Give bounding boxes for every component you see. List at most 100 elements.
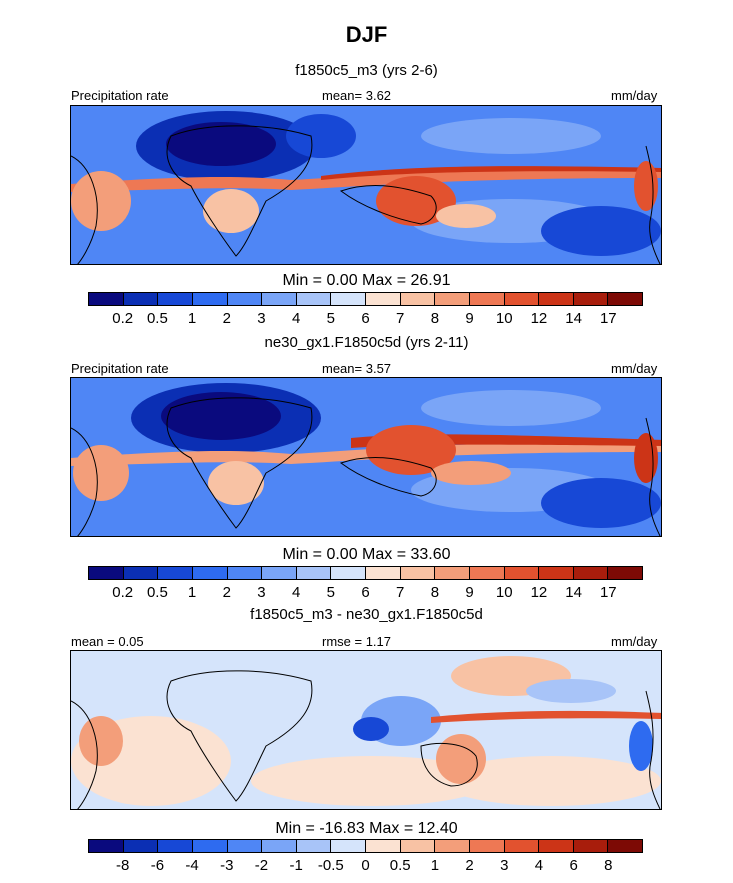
- panel3-minmax: Min = -16.83 Max = 12.40: [275, 820, 458, 837]
- colorbar-tick-label: 9: [465, 310, 474, 327]
- colorbar-swatch: [89, 567, 124, 579]
- colorbar-tick-label: -6: [150, 857, 165, 874]
- colorbar-tick-label: 4: [291, 310, 301, 327]
- colorbar-tick-label: 3: [257, 310, 266, 327]
- panel1-map: [70, 105, 662, 265]
- colorbar-tick-label: 0.5: [146, 584, 168, 601]
- colorbar-swatch: [504, 293, 540, 305]
- colorbar-swatch: [331, 567, 366, 579]
- colorbar-swatch: [539, 840, 574, 852]
- colorbar-swatch: [158, 293, 193, 305]
- colorbar-tick-label: 0: [361, 857, 370, 874]
- panel1-left-label: Precipitation rate: [71, 88, 169, 103]
- colorbar-swatch: [227, 840, 263, 852]
- colorbar-swatch: [123, 567, 159, 579]
- panel1-colorbar: [88, 292, 643, 306]
- colorbar-swatch: [573, 840, 609, 852]
- colorbar-swatch: [504, 567, 540, 579]
- colorbar-swatch: [469, 293, 505, 305]
- colorbar-swatch: [608, 293, 642, 305]
- colorbar-swatch: [435, 567, 470, 579]
- colorbar-swatch: [608, 567, 642, 579]
- panel3-subtitle: f1850c5_m3 - ne30_gx1.F1850c5d: [250, 606, 483, 623]
- panel2-subtitle: ne30_gx1.F1850c5d (yrs 2-11): [264, 334, 469, 351]
- colorbar-tick-label: 5: [326, 310, 335, 327]
- panel2-map-plot: [71, 378, 661, 536]
- colorbar-swatch: [366, 567, 401, 579]
- panel3-units-label: mm/day: [611, 634, 658, 649]
- figure-title: DJF: [345, 22, 388, 47]
- colorbar-tick-label: 2: [465, 857, 474, 874]
- colorbar-tick-label: -2: [254, 857, 269, 874]
- colorbar-swatch: [262, 293, 297, 305]
- colorbar-swatch: [296, 293, 332, 305]
- colorbar-tick-label: 12: [530, 584, 548, 601]
- colorbar-swatch: [366, 840, 401, 852]
- colorbar-swatch: [504, 840, 540, 852]
- colorbar-tick-label: 7: [396, 310, 405, 327]
- colorbar-swatch: [192, 567, 228, 579]
- colorbar-tick-label: 9: [465, 584, 474, 601]
- colorbar-tick-label: 12: [530, 310, 548, 327]
- colorbar-tick-label: 8: [604, 857, 613, 874]
- colorbar-tick-label: 17: [599, 584, 617, 601]
- panel2-colorbar-ticks: 0.2 0.5 1 2 3 4 5 6 7 8 9 10 12 14 17: [88, 584, 643, 602]
- colorbar-swatch: [158, 840, 193, 852]
- colorbar-swatch: [89, 293, 124, 305]
- colorbar-tick-label: 5: [326, 584, 335, 601]
- panel3-colorbar: [88, 839, 643, 853]
- colorbar-swatch: [400, 840, 436, 852]
- colorbar-swatch: [366, 293, 401, 305]
- colorbar-swatch: [539, 293, 574, 305]
- colorbar-swatch: [573, 293, 609, 305]
- colorbar-swatch: [469, 567, 505, 579]
- colorbar-swatch: [469, 840, 505, 852]
- panel1-mean-label: mean= 3.62: [322, 88, 392, 103]
- colorbar-swatch: [331, 293, 366, 305]
- colorbar-swatch: [123, 840, 159, 852]
- colorbar-swatch: [227, 567, 263, 579]
- colorbar-swatch: [573, 567, 609, 579]
- colorbar-tick-label: 3: [257, 584, 266, 601]
- colorbar-swatch: [89, 840, 124, 852]
- panel1-subtitle: f1850c5_m3 (yrs 2-6): [295, 62, 438, 79]
- colorbar-tick-label: 7: [396, 584, 405, 601]
- colorbar-tick-label: 0.2: [112, 310, 134, 327]
- panel1-map-plot: [71, 106, 661, 264]
- panel2-minmax: Min = 0.00 Max = 33.60: [282, 546, 451, 563]
- panel3-map: [70, 650, 662, 810]
- panel2-colorbar: [88, 566, 643, 580]
- colorbar-swatch: [227, 293, 263, 305]
- panel3-colorbar-ticks: -8 -6 -4 -3 -2 -1 -0.5 0 0.5 1 2 3 4 6 8: [88, 857, 643, 875]
- colorbar-swatch: [123, 293, 159, 305]
- colorbar-swatch: [435, 293, 470, 305]
- colorbar-tick-label: -8: [116, 857, 130, 874]
- colorbar-swatch: [296, 567, 332, 579]
- colorbar-tick-label: -0.5: [317, 857, 344, 874]
- colorbar-tick-label: 1: [187, 310, 197, 327]
- colorbar-swatch: [331, 840, 366, 852]
- colorbar-swatch: [539, 567, 574, 579]
- colorbar-tick-label: 0.5: [389, 857, 411, 874]
- colorbar-swatch: [400, 567, 436, 579]
- colorbar-swatch: [158, 567, 193, 579]
- colorbar-tick-label: 8: [430, 310, 440, 327]
- panel3-map-plot: [71, 651, 661, 809]
- colorbar-tick-label: 10: [495, 310, 513, 327]
- colorbar-tick-label: 1: [430, 857, 440, 874]
- colorbar-swatch: [262, 567, 297, 579]
- panel1-minmax: Min = 0.00 Max = 26.91: [282, 272, 451, 289]
- colorbar-tick-label: 8: [430, 584, 440, 601]
- panel1-colorbar-ticks: 0.2 0.5 1 2 3 4 5 6 7 8 9 10 12 14 17: [88, 310, 643, 328]
- colorbar-swatch: [435, 840, 470, 852]
- panel3-mean-label: mean = 0.05: [71, 634, 144, 649]
- colorbar-tick-label: -4: [185, 857, 199, 874]
- colorbar-swatch: [296, 840, 332, 852]
- colorbar-tick-label: 14: [565, 310, 582, 327]
- colorbar-swatch: [262, 840, 297, 852]
- colorbar-tick-label: 0.5: [146, 310, 168, 327]
- colorbar-swatch: [192, 293, 228, 305]
- panel2-mean-label: mean= 3.57: [322, 361, 392, 376]
- colorbar-tick-label: 3: [500, 857, 509, 874]
- colorbar-tick-label: -3: [220, 857, 234, 874]
